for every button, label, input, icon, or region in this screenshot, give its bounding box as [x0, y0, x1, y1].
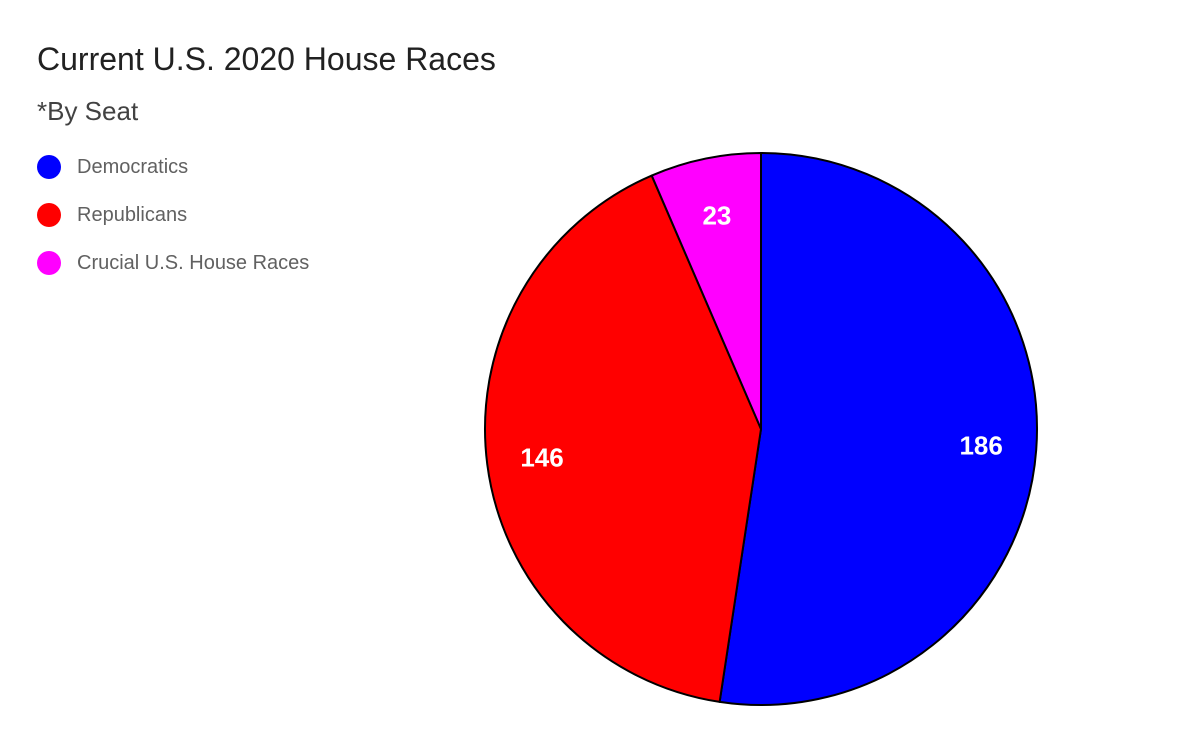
- legend-swatch-0: [37, 155, 61, 179]
- legend-label-0: Democratics: [77, 156, 188, 178]
- pie-slice-2: [650, 152, 762, 430]
- slice-value-label-2: 23: [702, 200, 731, 230]
- slice-value-label-1: 146: [520, 442, 563, 472]
- chart-title: Current U.S. 2020 House Races: [37, 41, 496, 77]
- chart-subtitle: *By Seat: [37, 96, 139, 126]
- pie-slices: [484, 152, 1038, 706]
- slice-labels: 186 146 23: [520, 200, 1003, 472]
- legend-swatch-2: [37, 251, 61, 275]
- pie-slice-0: [718, 152, 1038, 706]
- pie-slice-1: [484, 174, 762, 703]
- legend-label-2: Crucial U.S. House Races: [77, 252, 309, 274]
- legend-swatch-1: [37, 203, 61, 227]
- slice-value-label-0: 186: [959, 431, 1002, 461]
- legend-label-1: Republicans: [77, 204, 187, 226]
- legend: Democratics Republicans Crucial U.S. House…: [37, 155, 309, 275]
